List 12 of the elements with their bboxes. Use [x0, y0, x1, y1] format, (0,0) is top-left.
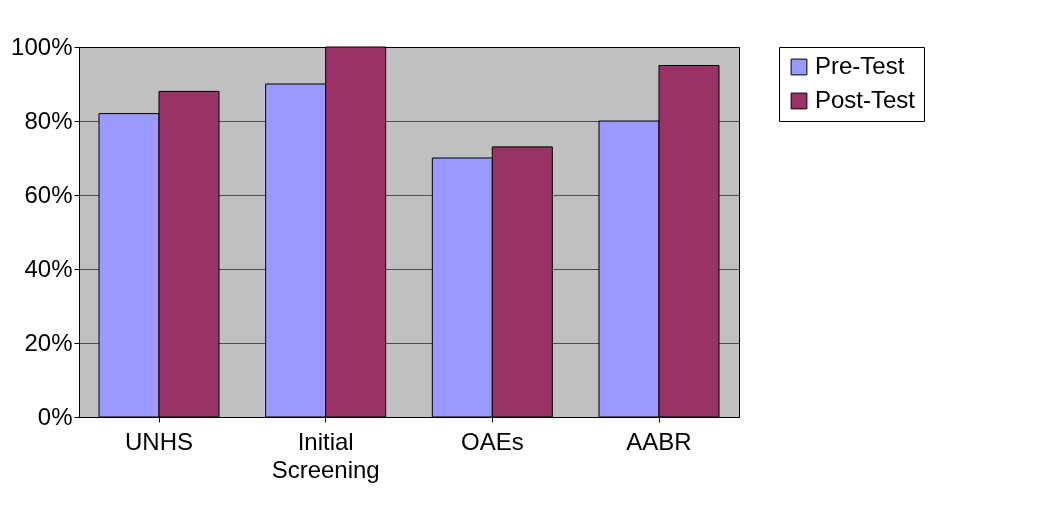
y-tick-label: 60% — [24, 180, 73, 208]
x-tick-label: AABR — [626, 427, 692, 455]
y-tick-label: 0% — [37, 402, 73, 430]
y-tick-label: 20% — [24, 328, 73, 356]
x-tick-label: OAEs — [460, 427, 524, 455]
y-tick-label: 80% — [24, 106, 73, 134]
x-tick-label: Initial Screening — [271, 427, 380, 483]
legend-label: Post-Test — [815, 86, 916, 113]
x-tick-label: UNHS — [124, 427, 194, 455]
y-tick-label: 40% — [24, 254, 73, 282]
y-tick-label: 100% — [11, 32, 73, 60]
legend-label: Pre-Test — [815, 52, 905, 79]
